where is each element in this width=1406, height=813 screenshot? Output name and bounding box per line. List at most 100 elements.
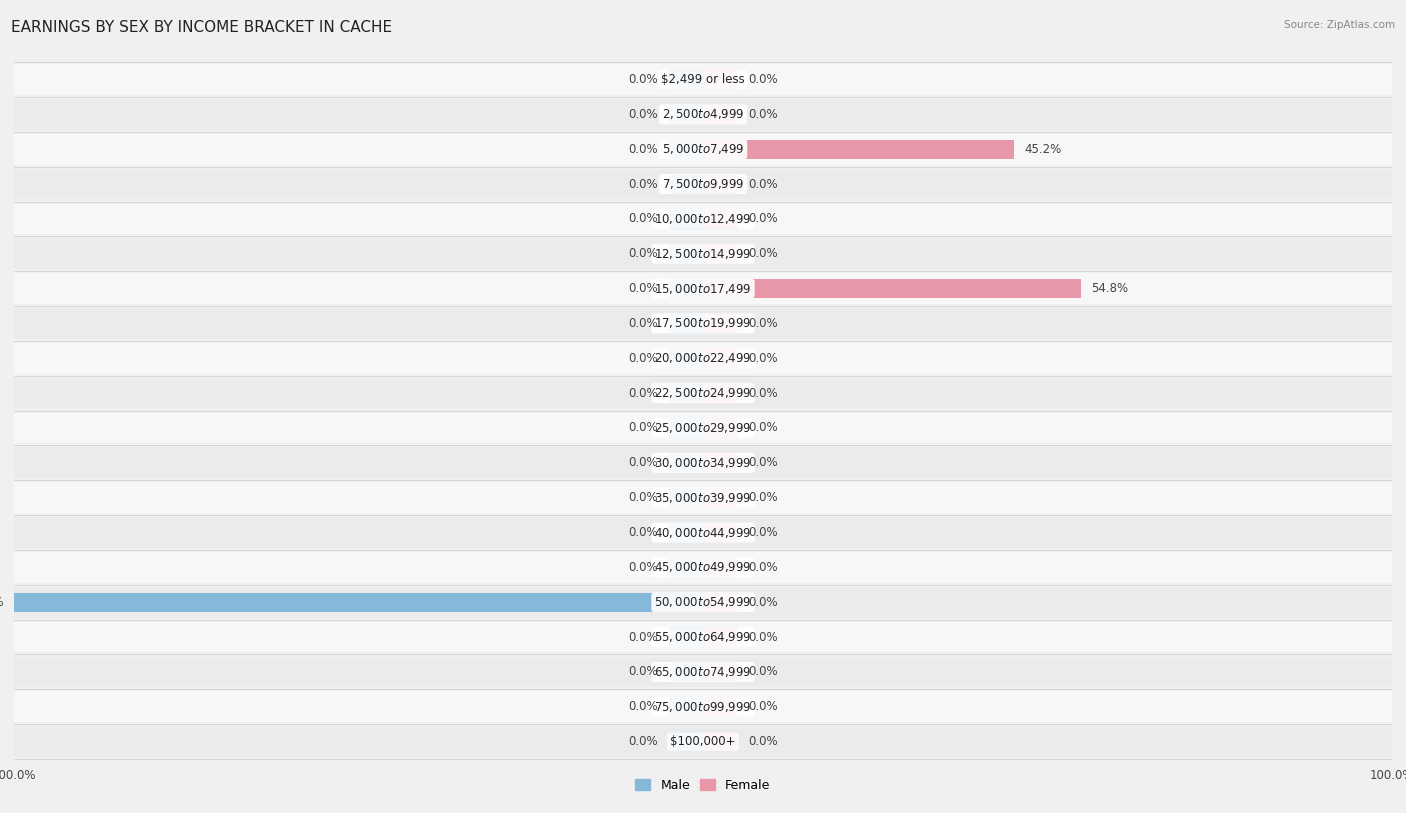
Text: 0.0%: 0.0% — [628, 317, 658, 330]
Text: 0.0%: 0.0% — [748, 421, 778, 434]
Text: 0.0%: 0.0% — [628, 143, 658, 156]
Text: 100.0%: 100.0% — [0, 596, 4, 609]
Bar — [703, 175, 738, 193]
Text: 0.0%: 0.0% — [748, 631, 778, 644]
Bar — [703, 244, 738, 263]
Bar — [703, 593, 738, 611]
Bar — [703, 454, 738, 472]
Bar — [669, 70, 703, 89]
Text: 0.0%: 0.0% — [628, 735, 658, 748]
Text: 0.0%: 0.0% — [628, 700, 658, 713]
Bar — [703, 558, 738, 577]
Text: $75,000 to $99,999: $75,000 to $99,999 — [654, 700, 752, 714]
Text: $17,500 to $19,999: $17,500 to $19,999 — [654, 316, 752, 330]
Text: $15,000 to $17,499: $15,000 to $17,499 — [654, 281, 752, 296]
Text: 0.0%: 0.0% — [748, 596, 778, 609]
Bar — [14, 622, 1392, 652]
Text: 0.0%: 0.0% — [748, 561, 778, 574]
Bar — [14, 134, 1392, 164]
Bar — [669, 628, 703, 646]
Text: $35,000 to $39,999: $35,000 to $39,999 — [654, 491, 752, 505]
Bar — [669, 698, 703, 716]
Bar — [703, 488, 738, 507]
Bar — [703, 419, 738, 437]
Text: 0.0%: 0.0% — [748, 456, 778, 469]
Text: $2,499 or less: $2,499 or less — [661, 73, 745, 86]
Text: $65,000 to $74,999: $65,000 to $74,999 — [654, 665, 752, 679]
Bar — [14, 691, 1392, 722]
Bar — [669, 175, 703, 193]
Text: 0.0%: 0.0% — [748, 73, 778, 86]
Bar — [669, 384, 703, 402]
Text: 0.0%: 0.0% — [748, 735, 778, 748]
Bar — [14, 413, 1392, 443]
Bar — [14, 64, 1392, 95]
Text: $100,000+: $100,000+ — [671, 735, 735, 748]
Bar — [14, 203, 1392, 234]
Bar — [14, 447, 1392, 478]
Text: $50,000 to $54,999: $50,000 to $54,999 — [654, 595, 752, 609]
Bar — [703, 732, 738, 751]
Text: 0.0%: 0.0% — [628, 456, 658, 469]
Legend: Male, Female: Male, Female — [630, 774, 776, 797]
Bar — [703, 70, 738, 89]
Text: 0.0%: 0.0% — [748, 387, 778, 400]
Bar — [703, 628, 738, 646]
Text: $55,000 to $64,999: $55,000 to $64,999 — [654, 630, 752, 644]
Text: $30,000 to $34,999: $30,000 to $34,999 — [654, 456, 752, 470]
Text: 0.0%: 0.0% — [628, 352, 658, 365]
Bar — [14, 593, 703, 611]
Text: $40,000 to $44,999: $40,000 to $44,999 — [654, 525, 752, 540]
Text: 0.0%: 0.0% — [748, 177, 778, 190]
Text: 0.0%: 0.0% — [628, 73, 658, 86]
Bar — [669, 558, 703, 577]
Text: 0.0%: 0.0% — [628, 491, 658, 504]
Text: 0.0%: 0.0% — [628, 177, 658, 190]
Bar — [14, 169, 1392, 199]
Bar — [14, 238, 1392, 269]
Bar — [703, 209, 738, 228]
Text: 0.0%: 0.0% — [628, 631, 658, 644]
Bar — [703, 105, 738, 124]
Bar — [703, 698, 738, 716]
Bar — [703, 349, 738, 367]
Text: 0.0%: 0.0% — [748, 317, 778, 330]
Text: 54.8%: 54.8% — [1091, 282, 1128, 295]
Text: $2,500 to $4,999: $2,500 to $4,999 — [662, 107, 744, 121]
Text: 0.0%: 0.0% — [748, 665, 778, 678]
Text: 0.0%: 0.0% — [748, 700, 778, 713]
Bar — [703, 384, 738, 402]
Text: 0.0%: 0.0% — [628, 212, 658, 225]
Bar — [14, 726, 1392, 757]
Bar — [669, 209, 703, 228]
Bar — [14, 517, 1392, 548]
Text: EARNINGS BY SEX BY INCOME BRACKET IN CACHE: EARNINGS BY SEX BY INCOME BRACKET IN CAC… — [11, 20, 392, 35]
Bar — [669, 454, 703, 472]
Text: $12,500 to $14,999: $12,500 to $14,999 — [654, 247, 752, 261]
Bar — [669, 279, 703, 298]
Bar — [703, 523, 738, 542]
Text: $7,500 to $9,999: $7,500 to $9,999 — [662, 177, 744, 191]
Text: 0.0%: 0.0% — [628, 665, 658, 678]
Text: 0.0%: 0.0% — [628, 247, 658, 260]
Bar — [669, 349, 703, 367]
Bar — [14, 378, 1392, 408]
Text: $25,000 to $29,999: $25,000 to $29,999 — [654, 421, 752, 435]
Bar — [14, 552, 1392, 583]
Bar — [14, 343, 1392, 374]
Bar — [703, 663, 738, 681]
Text: 0.0%: 0.0% — [748, 247, 778, 260]
Bar — [669, 140, 703, 159]
Bar — [669, 314, 703, 333]
Bar — [669, 732, 703, 751]
Text: 0.0%: 0.0% — [748, 491, 778, 504]
Bar — [14, 99, 1392, 130]
Text: $5,000 to $7,499: $5,000 to $7,499 — [662, 142, 744, 156]
Bar — [14, 482, 1392, 513]
Text: 0.0%: 0.0% — [628, 561, 658, 574]
Text: 0.0%: 0.0% — [748, 352, 778, 365]
Text: 0.0%: 0.0% — [628, 282, 658, 295]
Text: 0.0%: 0.0% — [748, 526, 778, 539]
Bar — [14, 273, 1392, 304]
Text: 0.0%: 0.0% — [748, 108, 778, 121]
